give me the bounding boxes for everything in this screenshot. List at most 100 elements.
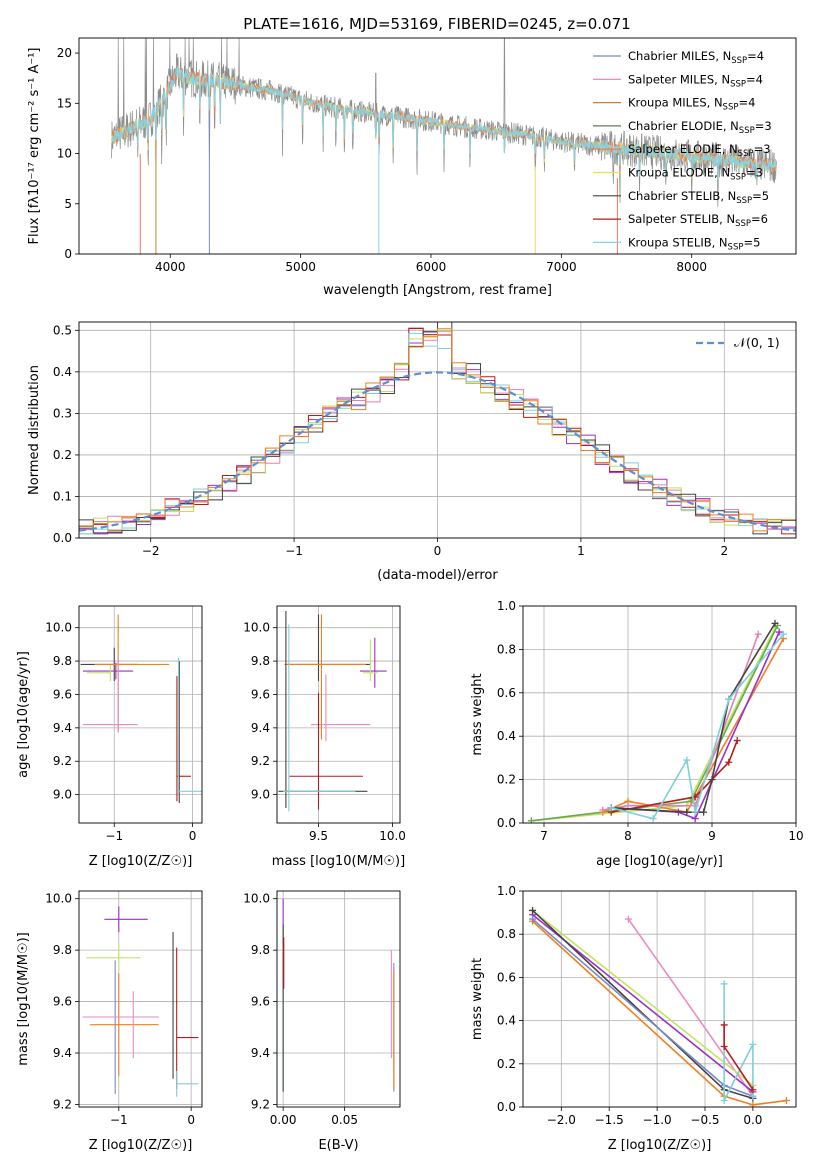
x-tick-label: 8 bbox=[624, 829, 632, 843]
y-tick-label: 10.0 bbox=[45, 892, 72, 906]
weight-marker bbox=[529, 906, 537, 914]
y-tick-label: 9.4 bbox=[53, 1046, 72, 1060]
axes-frame bbox=[78, 321, 797, 539]
weight-marker bbox=[779, 630, 787, 638]
weight-marker bbox=[725, 758, 733, 766]
weight-series-line bbox=[531, 625, 779, 822]
y-tick-label: 10.0 bbox=[45, 621, 72, 635]
y-tick-label: 0.0 bbox=[53, 531, 72, 545]
spectrum-legend: Chabrier MILES, NSSP=4 Salpeter MILES, NS… bbox=[593, 49, 772, 252]
y-tick-label: 0.0 bbox=[497, 816, 516, 830]
x-axis-label: age [log10(age/yr)] bbox=[596, 854, 723, 869]
y-tick-label: 9.6 bbox=[251, 995, 270, 1009]
weight-marker bbox=[749, 1040, 757, 1048]
weight-marker bbox=[683, 756, 691, 764]
weight-marker bbox=[624, 915, 632, 923]
x-tick-label: 10 bbox=[788, 829, 803, 843]
y-tick-label: 0.3 bbox=[53, 406, 72, 420]
age_vs_mass-panel: 9.5 10.0 9.0 9.2 9.4 9.6 9.8 10.0 mass [log10(M/… bbox=[243, 605, 406, 869]
weight_vs_Z-panel: −2.0 −1.5 −1.0 −0.5 0.0 0.0 0.2 0.4 0.6 0.8 1.0 Z [… bbox=[470, 884, 797, 1153]
x-tick-label: 8000 bbox=[676, 260, 707, 274]
x-axis-label: Z [log10(Z/Z☉)] bbox=[89, 854, 193, 869]
y-tick-label: 9.8 bbox=[251, 943, 270, 957]
weight-marker bbox=[725, 695, 733, 703]
axes-frame bbox=[276, 890, 401, 1108]
residuals-panel: −2 −1 0 1 2 0.0 0.1 0.2 0.3 0.4 0.5 (data-model)/er… bbox=[27, 321, 797, 583]
weight-marker bbox=[529, 915, 537, 923]
legend-label: Salpeter STELIB, NSSP=6 bbox=[628, 212, 768, 229]
x-tick-label: 0 bbox=[189, 829, 197, 843]
mass_vs_Z-panel: −1 0 9.2 9.4 9.6 9.8 10.0 Z [log10(Z/Z☉)] mass [… bbox=[16, 890, 203, 1153]
x-axis-label: wavelength [Angstrom, rest frame] bbox=[323, 283, 552, 298]
y-axis-label: mass [log10(M/M☉)] bbox=[16, 932, 31, 1065]
y-tick-label: 1.0 bbox=[497, 599, 516, 613]
y-tick-label: 0.4 bbox=[497, 1014, 516, 1028]
legend-label: Chabrier ELODIE, NSSP=3 bbox=[628, 119, 772, 136]
x-tick-label: −2.0 bbox=[547, 1113, 576, 1127]
plot-area bbox=[527, 619, 787, 823]
plot-area bbox=[111, 38, 777, 254]
y-tick-label: 9.8 bbox=[53, 654, 72, 668]
plot-area bbox=[80, 614, 202, 803]
x-axis-label: (data-model)/error bbox=[377, 568, 498, 583]
y-tick-label: 9.0 bbox=[53, 788, 72, 802]
x-tick-label: 2 bbox=[720, 544, 728, 558]
legend-label: Kroupa ELODIE, NSSP=3 bbox=[628, 166, 763, 183]
x-tick-label: 1 bbox=[577, 544, 585, 558]
histogram-series bbox=[79, 328, 796, 532]
y-tick-label: 9.2 bbox=[53, 1097, 72, 1111]
weight-series-line bbox=[602, 633, 759, 811]
plot-area bbox=[278, 611, 387, 812]
x-tick-label: −1.5 bbox=[595, 1113, 624, 1127]
y-tick-label: 0.5 bbox=[53, 323, 72, 337]
x-tick-label: −1.0 bbox=[643, 1113, 672, 1127]
weight-marker bbox=[720, 1043, 728, 1051]
legend-label: 𝒩(0, 1) bbox=[734, 335, 780, 350]
y-axis-label: mass weight bbox=[470, 673, 485, 755]
x-tick-label: 0.0 bbox=[743, 1113, 762, 1127]
y-tick-label: 9.4 bbox=[53, 721, 72, 735]
y-axis-label: Flux [fλ10⁻¹⁷ erg cm⁻² s⁻¹ A⁻¹] bbox=[27, 48, 42, 245]
weight-marker bbox=[749, 1086, 757, 1094]
axes-frame bbox=[78, 37, 797, 255]
x-axis-label: Z [log10(Z/Z☉)] bbox=[608, 1138, 712, 1153]
x-axis-label: mass [log10(M/M☉)] bbox=[272, 854, 405, 869]
legend-label: Salpeter ELODIE, NSSP=3 bbox=[628, 142, 771, 159]
axes-frame bbox=[78, 605, 203, 824]
weight-marker bbox=[683, 808, 691, 816]
axes-frame bbox=[522, 605, 797, 824]
spectrum-data-line bbox=[111, 38, 777, 207]
weight-series-line bbox=[532, 920, 787, 1106]
y-tick-label: 9.6 bbox=[53, 995, 72, 1009]
axes-frame bbox=[522, 890, 797, 1108]
weight-series-line bbox=[610, 633, 785, 820]
x-tick-label: 10.0 bbox=[379, 829, 406, 843]
y-tick-label: 10 bbox=[57, 147, 72, 161]
y-axis-label: Normed distribution bbox=[27, 365, 42, 495]
plot-area bbox=[79, 322, 796, 535]
weight-series-line bbox=[602, 638, 785, 814]
weight-marker bbox=[771, 619, 779, 627]
x-tick-label: 5000 bbox=[285, 260, 316, 274]
histogram-series bbox=[79, 332, 796, 535]
legend-label: Chabrier STELIB, NSSP=5 bbox=[628, 189, 769, 206]
y-tick-label: 9.6 bbox=[251, 687, 270, 701]
weight-marker bbox=[691, 808, 699, 816]
y-tick-label: 0.2 bbox=[497, 1057, 516, 1071]
y-tick-label: 9.8 bbox=[53, 943, 72, 957]
plot-area bbox=[282, 898, 395, 1092]
y-tick-label: 9.6 bbox=[53, 687, 72, 701]
weight-series-line bbox=[627, 918, 754, 1097]
weight-marker bbox=[708, 776, 716, 784]
mass_vs_EBV-panel: 0.00 0.05 9.2 9.4 9.6 9.8 10.0 E(B-V) bbox=[243, 890, 401, 1153]
y-tick-label: 9.4 bbox=[251, 1046, 270, 1060]
y-axis-label: age [log10(age/yr)] bbox=[16, 651, 31, 778]
weight_vs_age-panel: 7 8 9 10 0.0 0.2 0.4 0.6 0.8 1.0 age [log10(age/yr… bbox=[470, 599, 804, 869]
x-tick-label: 9.5 bbox=[309, 829, 328, 843]
weight-series-line bbox=[532, 909, 754, 1087]
y-tick-label: 0.2 bbox=[53, 448, 72, 462]
legend-label: Salpeter MILES, NSSP=4 bbox=[628, 72, 763, 89]
age_vs_Z-panel: −1 0 9.0 9.2 9.4 9.6 9.8 10.0 Z [log10(Z/Z☉)] age… bbox=[16, 605, 203, 869]
weight-marker bbox=[691, 815, 699, 823]
